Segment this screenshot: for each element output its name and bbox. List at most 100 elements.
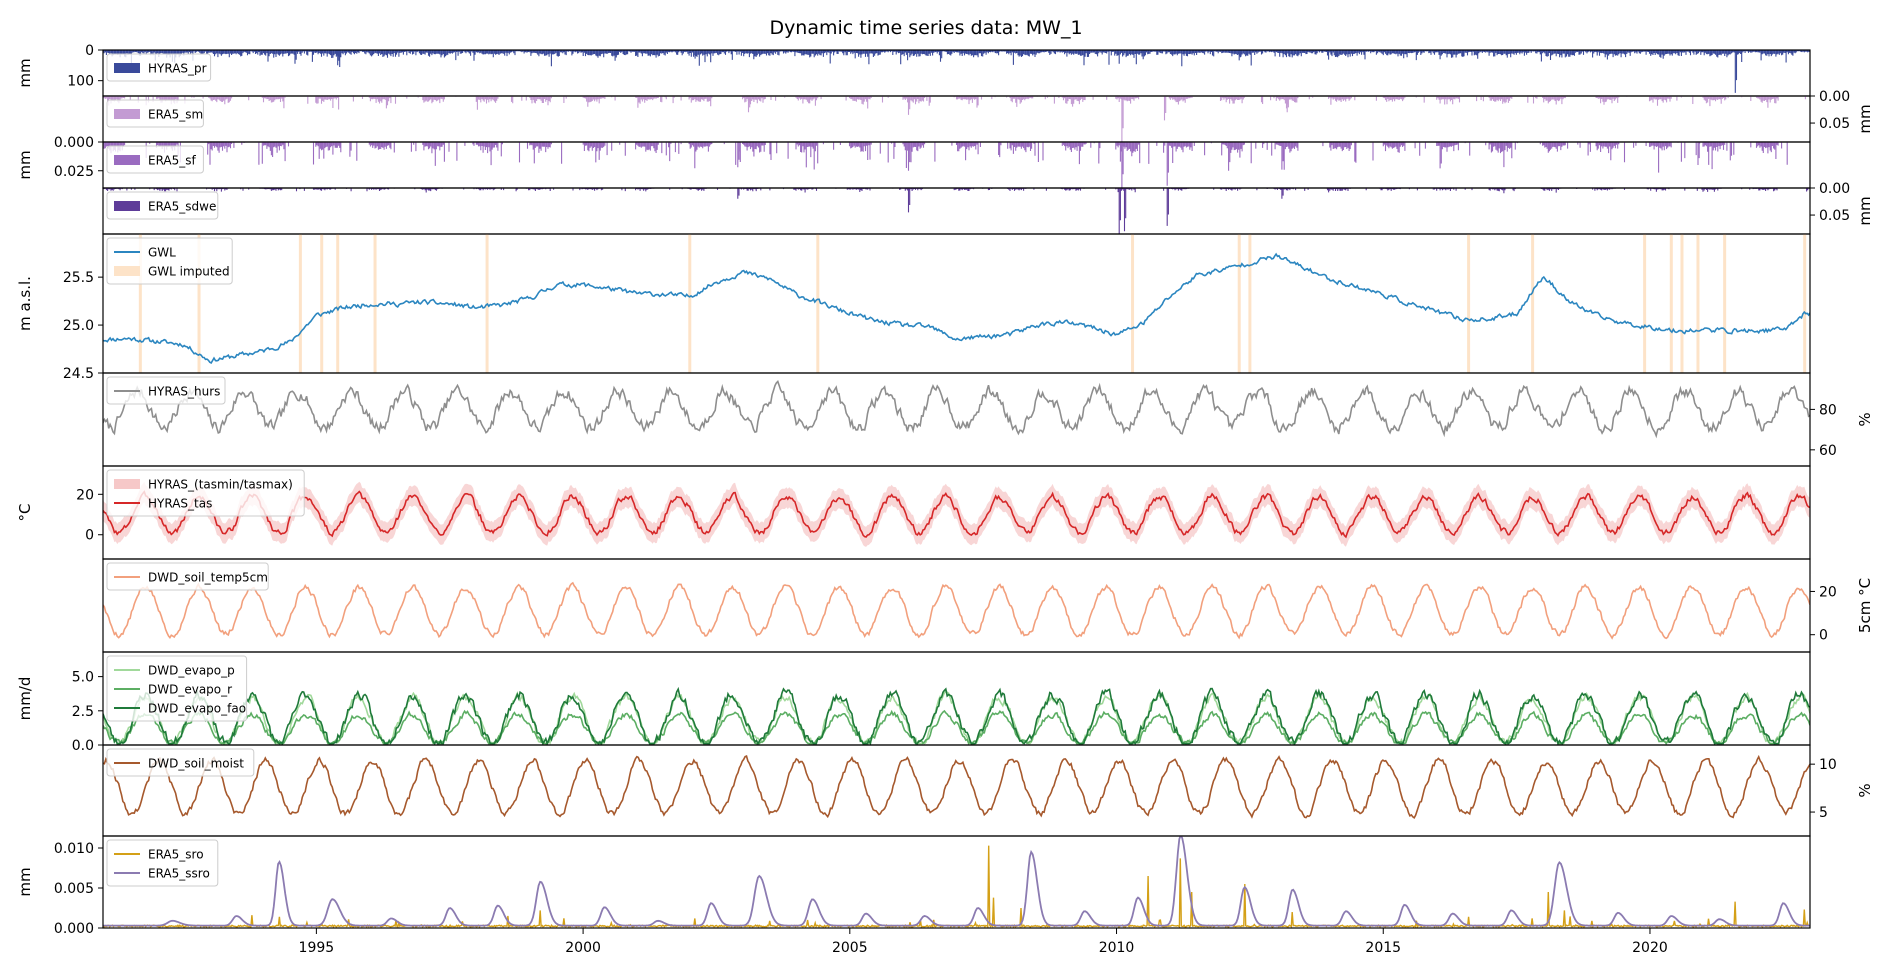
y-axis-label-soiltemp: 5cm °C bbox=[1856, 578, 1874, 633]
y-axis-label-gwl: m a.s.l. bbox=[16, 276, 34, 331]
plot-area-sf bbox=[103, 142, 1788, 188]
panel-sf: 0.000 0.025 mm ERA5_sf bbox=[16, 135, 1811, 189]
legend-swatch bbox=[114, 155, 140, 165]
imputed-band bbox=[197, 234, 201, 373]
legend-box bbox=[106, 99, 204, 128]
legend-box bbox=[106, 191, 219, 220]
imputed-band bbox=[1696, 234, 1700, 373]
legend-box bbox=[106, 53, 212, 82]
series-DWD_soil_temp5cm bbox=[103, 581, 1810, 640]
legend-box bbox=[106, 748, 255, 777]
panel-frame-sm bbox=[102, 95, 1811, 143]
y-axis-label-evapo: mm/d bbox=[16, 677, 34, 721]
legend-label: DWD_soil_temp5cm bbox=[148, 571, 268, 585]
x-tick-label: 2005 bbox=[832, 940, 868, 956]
imputed-band bbox=[138, 234, 142, 373]
panel-sm: 0.00 0.05 mm ERA5_sm bbox=[102, 89, 1874, 143]
legend-box bbox=[106, 469, 305, 517]
legend-label: HYRAS_tas bbox=[148, 497, 212, 511]
legend-swatch bbox=[114, 201, 140, 211]
legend-sm: ERA5_sm bbox=[106, 99, 204, 128]
imputed-band bbox=[320, 234, 324, 373]
legend-label: GWL bbox=[148, 246, 176, 260]
y-axis-label-hurs: % bbox=[1856, 412, 1874, 426]
panel-gwl: 24.5 25.0 25.5 m a.s.l. GWL GWL imputed bbox=[16, 233, 1811, 382]
y-axis-label-sf: mm bbox=[16, 150, 34, 179]
y-tick-label-sdwe: 0.05 bbox=[1819, 208, 1850, 224]
imputed-band bbox=[373, 234, 377, 373]
legend-hurs: HYRAS_hurs bbox=[106, 376, 226, 405]
y-tick-label-soiltemp: 20 bbox=[1819, 584, 1837, 600]
legend-label: HYRAS_(tasmin/tasmax) bbox=[148, 478, 293, 492]
panel-runoff: 0.000 0.005 0.010 mm ERA5_sro ERA5_ssro bbox=[16, 835, 1811, 937]
legend-swatch bbox=[114, 266, 140, 276]
plot-area-hurs bbox=[103, 380, 1810, 439]
legend-label: ERA5_sm bbox=[148, 108, 203, 122]
legend-label: ERA5_ssro bbox=[148, 867, 210, 881]
y-axis-label-runoff: mm bbox=[16, 867, 34, 896]
imputed-band bbox=[1643, 234, 1647, 373]
imputed-band bbox=[688, 234, 692, 373]
legend-label: ERA5_sdwe bbox=[148, 200, 216, 214]
y-tick-label-sf: 0.025 bbox=[54, 164, 94, 180]
legend-box bbox=[106, 839, 219, 887]
chart-title: Dynamic time series data: MW_1 bbox=[769, 17, 1082, 39]
series-ERA5_sdwe bbox=[103, 188, 1810, 234]
series-HYRAS_tas bbox=[103, 490, 1810, 539]
y-axis-label-tas: °C bbox=[16, 504, 34, 522]
plot-area-pr bbox=[103, 50, 1810, 93]
panel-frame-sdwe bbox=[102, 187, 1811, 235]
x-axis: 1995 2000 2005 2010 2015 2020 bbox=[299, 928, 1668, 956]
imputed-band bbox=[1531, 234, 1535, 373]
legend-evapo: DWD_evapo_p DWD_evapo_r DWD_evapo_fao bbox=[106, 655, 248, 722]
legend-soilmoist: DWD_soil_moist bbox=[106, 748, 255, 777]
series-HYRAS_pr bbox=[103, 50, 1810, 93]
plot-area-evapo bbox=[103, 686, 1810, 745]
y-tick-label-sm: 0.00 bbox=[1819, 89, 1850, 105]
legend-pr: HYRAS_pr bbox=[106, 53, 212, 82]
plot-area-sdwe bbox=[103, 188, 1810, 234]
legend-label: ERA5_sro bbox=[148, 848, 204, 862]
y-tick-label-runoff: 0.010 bbox=[54, 841, 94, 857]
legend-sdwe: ERA5_sdwe bbox=[106, 191, 219, 220]
imputed-band bbox=[298, 234, 302, 373]
panel-evapo: 0.02.55.0mm/dDWD_evapo_pDWD_evapo_rDWD_e… bbox=[16, 651, 1811, 754]
panel-frame-sf bbox=[102, 141, 1811, 189]
imputed-band bbox=[1803, 234, 1807, 373]
panel-frame-runoff bbox=[102, 835, 1811, 929]
panel-sdwe: 0.00 0.05 mm ERA5_sdwe bbox=[102, 181, 1874, 235]
series-DWD_soil_moist bbox=[103, 754, 1810, 819]
imputed-band bbox=[1131, 234, 1135, 373]
imputed-band bbox=[1237, 234, 1241, 373]
panel-frame-gwl bbox=[102, 233, 1811, 374]
y-tick-label-soilmoist: 10 bbox=[1819, 757, 1837, 773]
y-tick-label-hurs: 80 bbox=[1819, 402, 1837, 418]
imputed-band bbox=[1723, 234, 1727, 373]
legend-swatch bbox=[114, 109, 140, 119]
x-tick-label: 2000 bbox=[565, 940, 601, 956]
x-tick-label: 2020 bbox=[1632, 940, 1668, 956]
legend-label: ERA5_sf bbox=[148, 154, 197, 168]
y-axis-label-pr: mm bbox=[16, 58, 34, 87]
y-tick-label-gwl: 25.0 bbox=[63, 318, 94, 334]
plot-area-tas bbox=[103, 481, 1810, 547]
y-tick-label-gwl: 24.5 bbox=[63, 366, 94, 382]
y-tick-label-evapo: 0.0 bbox=[72, 738, 94, 754]
y-tick-label-sdwe: 0.00 bbox=[1819, 181, 1850, 197]
y-tick-label-runoff: 0.005 bbox=[54, 881, 94, 897]
legend-label: DWD_evapo_r bbox=[148, 683, 232, 697]
imputed-band bbox=[1467, 234, 1471, 373]
y-axis-label-sdwe: mm bbox=[1856, 196, 1874, 225]
y-tick-label-gwl: 25.5 bbox=[63, 270, 94, 286]
series-HYRAS_hurs bbox=[103, 380, 1810, 439]
plot-area-runoff bbox=[103, 836, 1810, 928]
y-tick-label-pr: 0 bbox=[85, 43, 94, 59]
y-tick-label-evapo: 2.5 bbox=[72, 704, 94, 720]
legend-box bbox=[106, 145, 204, 174]
legend-sf: ERA5_sf bbox=[106, 145, 204, 174]
panel-tas: 0 20 °C HYRAS_(tasmin/tasmax) HYRAS_tas bbox=[16, 465, 1811, 560]
panel-soiltemp: 0 20 5cm °C DWD_soil_temp5cm bbox=[102, 558, 1874, 653]
series-DWD_evapo_fao bbox=[103, 686, 1810, 745]
legend-swatch bbox=[114, 479, 140, 489]
legend-tas: HYRAS_(tasmin/tasmax) HYRAS_tas bbox=[106, 469, 305, 517]
